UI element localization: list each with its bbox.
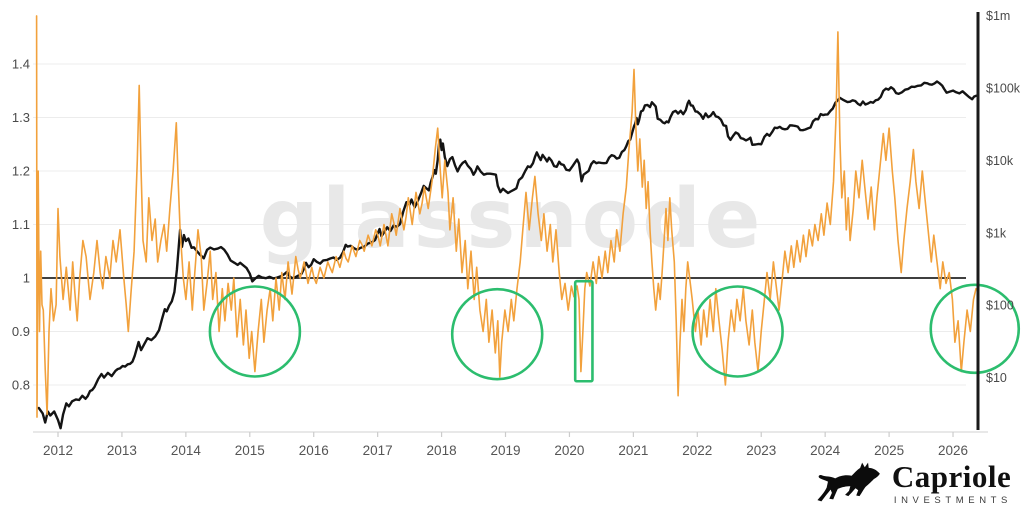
right-tick-label: $1k (986, 226, 1007, 240)
left-tick-label: 1.1 (12, 217, 30, 232)
x-axis: 2012 2013 2014 2015 2016 2017 2018 2019 2020 2021… (33, 431, 988, 458)
highlight-rect (573, 279, 594, 383)
capriole-horse-icon (817, 462, 880, 502)
right-tick-label: $100 (986, 299, 1014, 313)
capriole-logo: Capriole INVESTMENTS (816, 460, 1012, 506)
right-tick-label: $10 (986, 371, 1007, 385)
x-tick-label: 2022 (682, 443, 712, 458)
left-tick-label: 1.3 (12, 110, 30, 125)
left-tick-label: 1.4 (12, 57, 30, 72)
brand-text: Capriole INVESTMENTS (892, 461, 1012, 506)
x-tick-label: 2023 (746, 443, 776, 458)
right-axis-labels: $1m $100k $10k $1k $100 $10 (986, 9, 1021, 385)
x-tick-label: 2017 (363, 443, 393, 458)
brand-subtitle: INVESTMENTS (893, 494, 1012, 506)
series-layer (35, 15, 978, 430)
right-tick-label: $10k (986, 154, 1014, 168)
left-tick-label: 0.8 (12, 378, 30, 393)
glassnode-watermark: glassnode (260, 172, 765, 267)
highlight-annotations (208, 279, 1021, 383)
x-tick-label: 2020 (554, 443, 584, 458)
left-tick-label: 1 (23, 271, 30, 286)
gridlines (33, 63, 966, 386)
highlight-circle (450, 287, 544, 381)
x-tick-label: 2013 (107, 443, 137, 458)
right-tick-label: $1m (986, 9, 1010, 23)
left-tick-label: 1.2 (12, 164, 30, 179)
ratio-line (35, 15, 977, 418)
x-tick-label: 2014 (171, 443, 202, 458)
highlight-circle (929, 283, 1021, 375)
x-tick-label: 2024 (810, 443, 841, 458)
brand-name: Capriole (891, 458, 1012, 494)
x-tick-label: 2026 (938, 443, 968, 458)
right-tick-label: $100k (986, 82, 1021, 96)
price-line (37, 80, 978, 430)
x-tick-label: 2015 (235, 443, 265, 458)
left-tick-label: 0.9 (12, 324, 30, 339)
x-tick-label: 2012 (43, 443, 73, 458)
x-tick-label: 2018 (427, 443, 457, 458)
highlight-circle (691, 285, 784, 378)
x-tick-label: 2021 (618, 443, 648, 458)
highlight-circle (208, 285, 302, 378)
x-tick-label: 2016 (299, 443, 329, 458)
left-axis-labels: 1.4 1.3 1.2 1.1 1 0.9 0.8 (12, 57, 30, 393)
x-tick-label: 2025 (874, 443, 904, 458)
x-tick-label: 2019 (490, 443, 520, 458)
